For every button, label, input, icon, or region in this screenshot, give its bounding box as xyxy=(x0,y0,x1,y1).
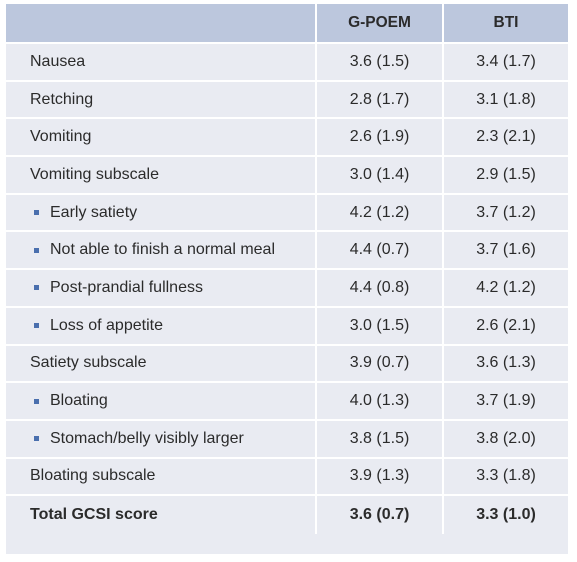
table-row: Satiety subscale 3.9 (0.7) 3.6 (1.3) xyxy=(6,345,568,384)
bti-value: 3.1 (1.8) xyxy=(442,81,568,118)
row-label: Vomiting subscale xyxy=(30,165,159,183)
table-row: Nausea 3.6 (1.5) 3.4 (1.7) xyxy=(6,44,568,82)
bti-value: 3.3 (1.8) xyxy=(442,458,568,495)
table-row: Bloating subscale 3.9 (1.3) 3.3 (1.8) xyxy=(6,458,568,497)
row-label-cell: Vomiting subscale xyxy=(6,157,315,193)
bti-value: 2.6 (2.1) xyxy=(442,307,568,344)
row-label-cell: Nausea xyxy=(6,44,315,80)
row-label-cell: Satiety subscale xyxy=(6,346,315,382)
bti-value: 3.8 (2.0) xyxy=(442,420,568,457)
row-label: Nausea xyxy=(30,52,86,70)
table-row: Vomiting subscale 3.0 (1.4) 2.9 (1.5) xyxy=(6,157,568,195)
gpoem-value: 3.9 (1.3) xyxy=(315,458,442,495)
bti-value: 3.4 (1.7) xyxy=(442,44,568,80)
table-row: Not able to finish a normal meal 4.4 (0.7… xyxy=(6,232,568,271)
table-row: Loss of appetite 3.0 (1.5) 2.6 (2.1) xyxy=(6,307,568,346)
bullet-icon xyxy=(34,210,39,216)
bti-value: 4.2 (1.2) xyxy=(442,270,568,306)
table-row: Total GCSI score 3.6 (0.7) 3.3 (1.0) xyxy=(6,496,568,534)
table-row: Post-prandial fullness 4.4 (0.8) 4.2 (1.2) xyxy=(6,270,568,308)
bullet-icon xyxy=(34,247,39,253)
bti-value: 3.7 (1.6) xyxy=(442,232,568,269)
row-label: Not able to finish a normal meal xyxy=(50,241,275,259)
table-row: Stomach/belly visibly larger 3.8 (1.5) 3.8… xyxy=(6,420,568,459)
row-label-cell: Retching xyxy=(6,82,315,118)
row-label-cell: Early satiety xyxy=(6,195,315,231)
gpoem-value: 3.6 (1.5) xyxy=(315,44,442,80)
gpoem-value: 3.0 (1.4) xyxy=(315,157,442,193)
row-label-cell: Total GCSI score xyxy=(6,496,315,534)
gpoem-value: 4.2 (1.2) xyxy=(315,194,442,231)
gpoem-value: 3.6 (0.7) xyxy=(315,496,442,534)
row-label: Bloating xyxy=(50,392,108,410)
row-label-cell: Post-prandial fullness xyxy=(6,270,315,306)
bullet-icon xyxy=(34,436,39,442)
table-row: Retching 2.8 (1.7) 3.1 (1.8) xyxy=(6,81,568,120)
bti-value: 3.6 (1.3) xyxy=(442,345,568,382)
table-body: Nausea 3.6 (1.5) 3.4 (1.7) Retching 2.8 (1.7… xyxy=(6,44,568,534)
bti-value: 3.3 (1.0) xyxy=(442,496,568,534)
bti-value: 2.3 (2.1) xyxy=(442,119,568,156)
row-label: Stomach/belly visibly larger xyxy=(50,429,244,447)
bullet-icon xyxy=(34,323,39,329)
table-row: Bloating 4.0 (1.3) 3.7 (1.9) xyxy=(6,383,568,421)
row-label-cell: Not able to finish a normal meal xyxy=(6,232,315,268)
row-label: Bloating subscale xyxy=(30,467,156,485)
row-label: Vomiting xyxy=(30,128,92,146)
bti-value: 2.9 (1.5) xyxy=(442,157,568,193)
row-label-cell: Loss of appetite xyxy=(6,308,315,344)
row-label: Satiety subscale xyxy=(30,354,147,372)
row-label: Retching xyxy=(30,90,94,108)
gcsi-table: G-POEM BTI Nausea 3.6 (1.5) 3.4 (1.7) Retch… xyxy=(6,4,568,554)
bti-value: 3.7 (1.2) xyxy=(442,194,568,231)
row-label-cell: Stomach/belly visibly larger xyxy=(6,421,315,457)
gpoem-value: 2.6 (1.9) xyxy=(315,119,442,156)
table-footer-space xyxy=(6,533,568,554)
gpoem-value: 3.9 (0.7) xyxy=(315,345,442,382)
gpoem-value: 4.4 (0.7) xyxy=(315,232,442,269)
table-row: Early satiety 4.2 (1.2) 3.7 (1.2) xyxy=(6,194,568,233)
bullet-icon xyxy=(34,285,39,291)
gpoem-value: 4.0 (1.3) xyxy=(315,383,442,419)
gpoem-value: 3.0 (1.5) xyxy=(315,307,442,344)
gpoem-value: 3.8 (1.5) xyxy=(315,420,442,457)
row-label: Early satiety xyxy=(50,203,138,221)
bullet-icon xyxy=(34,398,39,404)
header-bti: BTI xyxy=(442,4,568,42)
header-empty xyxy=(6,4,315,42)
row-label-cell: Bloating xyxy=(6,383,315,419)
gpoem-value: 4.4 (0.8) xyxy=(315,270,442,306)
row-label-cell: Vomiting xyxy=(6,119,315,155)
header-gpoem: G-POEM xyxy=(315,4,442,42)
table-row: Vomiting 2.6 (1.9) 2.3 (2.1) xyxy=(6,119,568,158)
table-header: G-POEM BTI xyxy=(6,4,568,44)
row-label-cell: Bloating subscale xyxy=(6,459,315,495)
row-label: Total GCSI score xyxy=(30,506,158,524)
row-label: Post-prandial fullness xyxy=(50,278,203,296)
bti-value: 3.7 (1.9) xyxy=(442,383,568,419)
row-label: Loss of appetite xyxy=(50,316,163,334)
gpoem-value: 2.8 (1.7) xyxy=(315,81,442,118)
